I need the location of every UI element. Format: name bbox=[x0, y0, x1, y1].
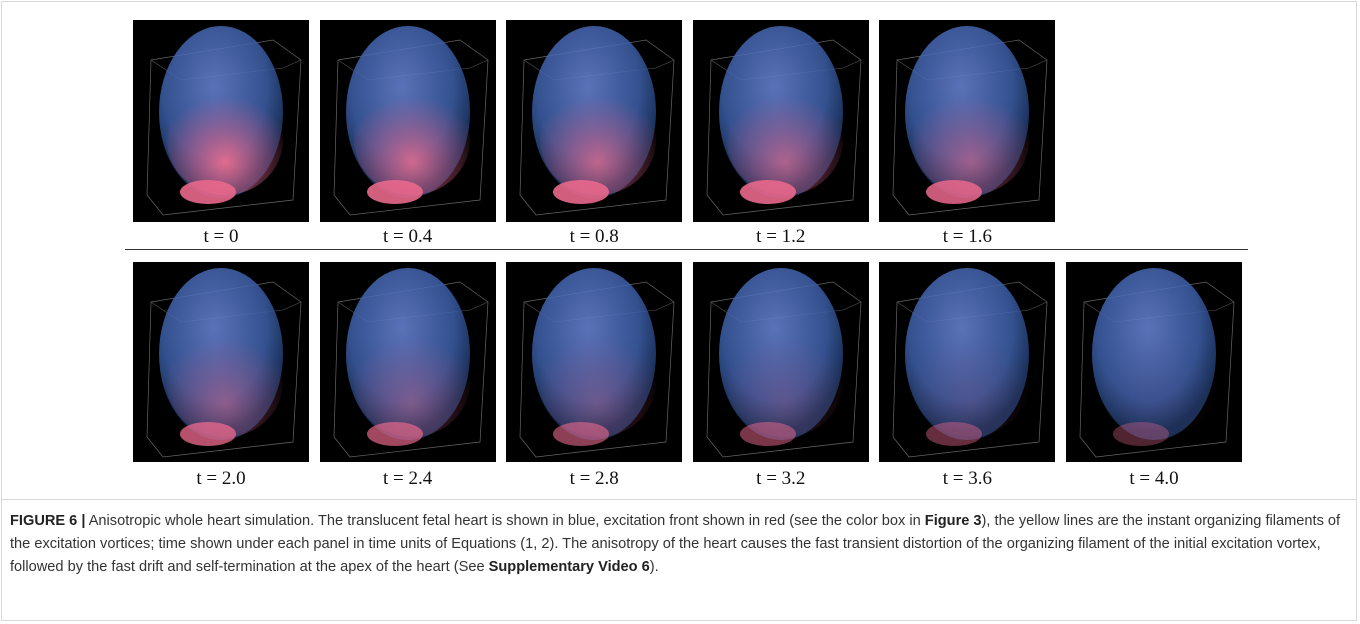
heart-image bbox=[506, 262, 682, 462]
heart-panel bbox=[693, 262, 869, 462]
caption-text: Anisotropic whole heart simulation. The … bbox=[85, 513, 924, 529]
heart-panel bbox=[133, 20, 309, 222]
heart-panel bbox=[506, 262, 682, 462]
figure-ref: Figure 3 bbox=[925, 513, 982, 529]
time-label: t = 4.0 bbox=[1066, 468, 1242, 490]
heart-panel bbox=[506, 20, 682, 222]
caption-text: ). bbox=[650, 559, 659, 575]
heart-image bbox=[693, 20, 869, 222]
heart-image bbox=[320, 20, 496, 222]
heart-panel bbox=[879, 262, 1055, 462]
caption: FIGURE 6 | Anisotropic whole heart simul… bbox=[10, 510, 1350, 579]
time-label: t = 3.6 bbox=[879, 468, 1055, 490]
heart-panel bbox=[879, 20, 1055, 222]
time-label: t = 1.2 bbox=[693, 226, 869, 248]
heart-panel bbox=[133, 262, 309, 462]
heart-image bbox=[133, 20, 309, 222]
heart-image bbox=[133, 262, 309, 462]
heart-image bbox=[506, 20, 682, 222]
row-separator bbox=[125, 249, 1248, 250]
figure-label: FIGURE 6 | bbox=[10, 513, 85, 529]
heart-image bbox=[320, 262, 496, 462]
time-label: t = 3.2 bbox=[693, 468, 869, 490]
heart-image bbox=[879, 262, 1055, 462]
caption-divider bbox=[1, 499, 1357, 500]
time-label: t = 0.8 bbox=[506, 226, 682, 248]
heart-panel bbox=[320, 20, 496, 222]
heart-image bbox=[1066, 262, 1242, 462]
heart-panel bbox=[693, 20, 869, 222]
time-label: t = 1.6 bbox=[879, 226, 1055, 248]
heart-image bbox=[879, 20, 1055, 222]
time-label: t = 2.0 bbox=[133, 468, 309, 490]
heart-image bbox=[693, 262, 869, 462]
time-label: t = 2.4 bbox=[320, 468, 496, 490]
time-label: t = 0 bbox=[133, 226, 309, 248]
time-label: t = 2.8 bbox=[506, 468, 682, 490]
heart-panel bbox=[320, 262, 496, 462]
heart-panel bbox=[1066, 262, 1242, 462]
time-label: t = 0.4 bbox=[320, 226, 496, 248]
video-ref: Supplementary Video 6 bbox=[489, 559, 650, 575]
